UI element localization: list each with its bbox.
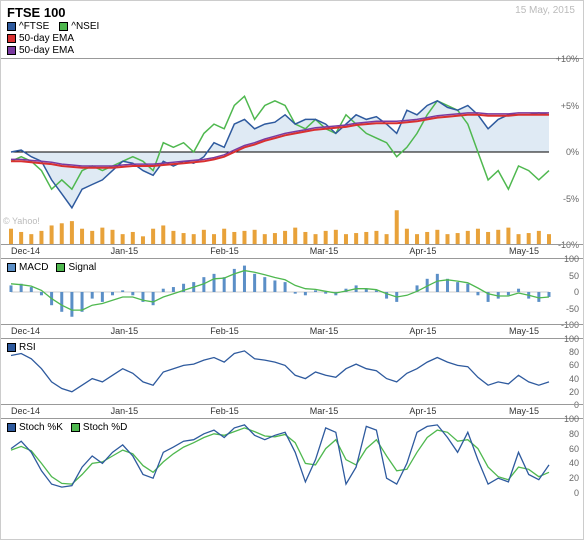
x-tick: Feb-15 [210, 406, 239, 416]
y-tick: 60 [569, 444, 579, 454]
legend-swatch [59, 22, 68, 31]
y-tick: 0 [574, 488, 579, 498]
x-tick: May-15 [509, 406, 539, 416]
chart-header: FTSE 100 ^FTSE ^NSEI 50-day EMA50-day EMA [1, 1, 583, 58]
legend-swatch [7, 34, 16, 43]
macd-panel: MACDSignal 100500-50-100 [1, 258, 583, 324]
legend-swatch [7, 22, 16, 31]
legend-item: Signal [56, 262, 96, 273]
chart-title: FTSE 100 [7, 5, 577, 20]
legend-item: Stoch %K [7, 422, 63, 433]
x-axis: Dec-14 Jan-15 Feb-15 Mar-15 Apr-15 May-15 [1, 244, 583, 258]
legend-item: 50-day EMA [7, 33, 74, 44]
legend-item: ^NSEI [59, 21, 99, 32]
y-tick: 80 [569, 347, 579, 357]
y-tick: 50 [569, 271, 579, 281]
legend-item: Stoch %D [71, 422, 127, 433]
x-tick: Mar-15 [310, 326, 339, 336]
y-tick: 100 [564, 334, 579, 344]
x-tick: Jan-15 [111, 246, 139, 256]
x-tick: Mar-15 [310, 246, 339, 256]
y-tick: 0% [566, 147, 579, 157]
y-tick: -5% [563, 194, 579, 204]
stoch-panel: Stoch %KStoch %D 100806040200 [1, 418, 583, 492]
legend-label: MACD [19, 262, 48, 273]
x-tick: Dec-14 [11, 406, 40, 416]
rsi-chart [1, 339, 584, 405]
legend-swatch [7, 263, 16, 272]
legend-label: Stoch %D [83, 422, 127, 433]
legend-label: ^NSEI [71, 21, 99, 32]
y-tick: 40 [569, 458, 579, 468]
legend-swatch [7, 46, 16, 55]
legend-swatch [71, 423, 80, 432]
x-tick: Apr-15 [409, 326, 436, 336]
legend-item: 50-day EMA [7, 45, 74, 56]
legend-item: ^FTSE [7, 21, 49, 32]
legend-ema: 50-day EMA50-day EMA [7, 33, 577, 56]
legend-label: ^FTSE [19, 21, 49, 32]
y-tick: 80 [569, 429, 579, 439]
legend-item: RSI [7, 342, 36, 353]
legend-item: MACD [7, 262, 48, 273]
y-tick: 60 [569, 360, 579, 370]
x-axis: Dec-14 Jan-15 Feb-15 Mar-15 Apr-15 May-15 [1, 324, 583, 338]
x-tick: May-15 [509, 246, 539, 256]
x-tick: Apr-15 [409, 246, 436, 256]
legend-swatch [56, 263, 65, 272]
y-tick: 20 [569, 387, 579, 397]
legend-swatch [7, 343, 16, 352]
x-tick: Jan-15 [111, 326, 139, 336]
chart-container: FTSE 100 ^FTSE ^NSEI 50-day EMA50-day EMA… [0, 0, 584, 540]
x-axis: Dec-14 Jan-15 Feb-15 Mar-15 Apr-15 May-15 [1, 404, 583, 418]
legend-label: 50-day EMA [19, 33, 74, 44]
legend-label: RSI [19, 342, 36, 353]
rsi-panel: RSI 100806040200 [1, 338, 583, 404]
legend-stoch: Stoch %K Stoch %D [7, 422, 127, 433]
y-tick: 0 [574, 287, 579, 297]
legend-series: ^FTSE ^NSEI [7, 21, 577, 32]
y-tick: 20 [569, 473, 579, 483]
x-tick: Feb-15 [210, 326, 239, 336]
legend-rsi: RSI [7, 342, 36, 353]
y-tick: 40 [569, 374, 579, 384]
price-chart [1, 59, 584, 245]
snapshot-date: 15 May, 2015 [515, 5, 575, 16]
x-tick: Apr-15 [409, 406, 436, 416]
legend-label: 50-day EMA [19, 45, 74, 56]
x-tick: Mar-15 [310, 406, 339, 416]
legend-macd: MACD Signal [7, 262, 96, 273]
y-tick: +5% [561, 101, 579, 111]
legend-label: Signal [68, 262, 96, 273]
x-tick: Dec-14 [11, 246, 40, 256]
y-tick: -50 [566, 304, 579, 314]
x-tick: Jan-15 [111, 406, 139, 416]
x-tick: Dec-14 [11, 326, 40, 336]
y-tick: 100 [564, 414, 579, 424]
legend-swatch [7, 423, 16, 432]
copyright: © Yahoo! [3, 216, 40, 226]
y-tick: +10% [556, 54, 579, 64]
price-panel: © Yahoo! +10%+5%0%-5%-10% [1, 58, 583, 244]
x-tick: Feb-15 [210, 246, 239, 256]
legend-label: Stoch %K [19, 422, 63, 433]
x-tick: May-15 [509, 326, 539, 336]
y-tick: 100 [564, 254, 579, 264]
